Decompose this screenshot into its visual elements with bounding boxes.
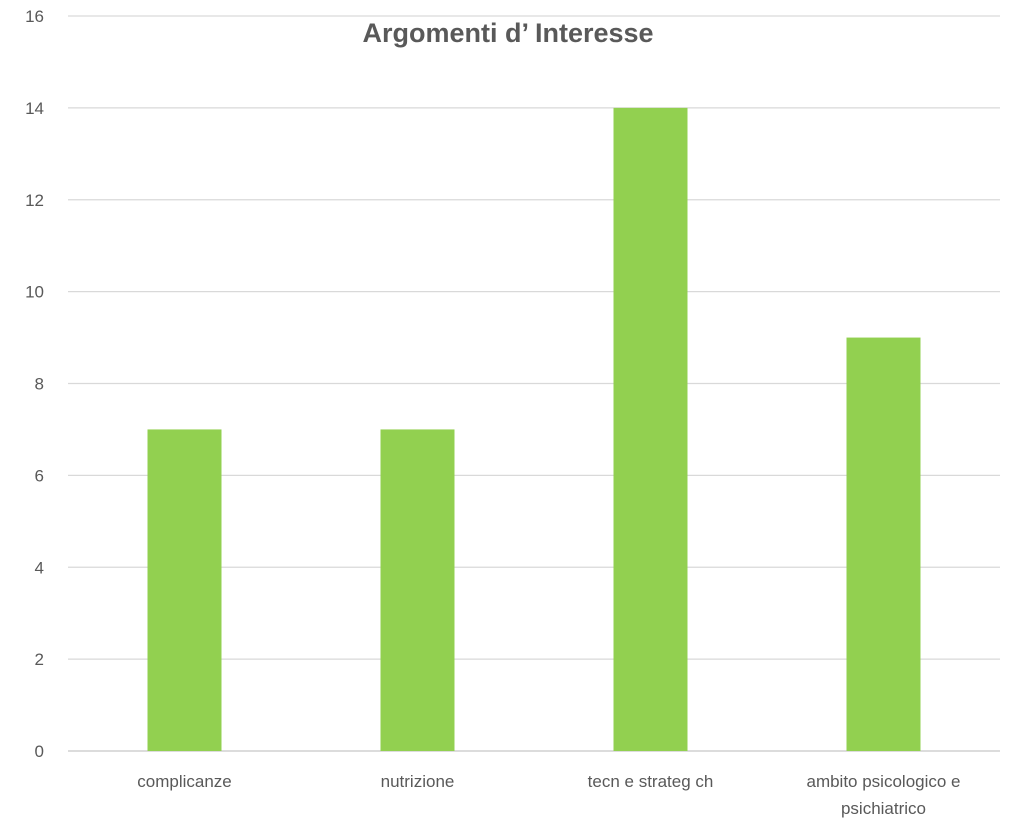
y-tick-label: 10 <box>25 283 44 302</box>
x-category-label-line: psichiatrico <box>841 799 926 818</box>
bar <box>381 429 455 751</box>
y-tick-label: 16 <box>25 7 44 26</box>
y-tick-label: 14 <box>25 99 44 118</box>
bar <box>614 108 688 751</box>
bars <box>148 108 921 751</box>
y-tick-label: 0 <box>35 742 44 761</box>
bar <box>847 338 921 751</box>
y-axis-tick-labels: 0 2 4 6 8 10 12 14 16 <box>25 7 44 761</box>
y-tick-label: 8 <box>35 375 44 394</box>
x-category-label: ambito psicologico e psichiatrico <box>806 772 960 818</box>
chart-title: Argomenti d’ Interesse <box>362 18 653 48</box>
x-category-label: tecn e strateg ch <box>588 772 714 791</box>
y-tick-label: 4 <box>35 558 44 577</box>
x-category-label: complicanze <box>137 772 232 791</box>
x-category-label-line: tecn e strateg ch <box>588 772 714 791</box>
x-axis-category-labels: complicanze nutrizione tecn e strateg ch am… <box>137 772 960 818</box>
x-category-label-line: ambito psicologico e <box>806 772 960 791</box>
x-category-label-line: complicanze <box>137 772 232 791</box>
bar <box>148 429 222 751</box>
x-category-label: nutrizione <box>381 772 455 791</box>
y-tick-label: 6 <box>35 466 44 485</box>
y-tick-label: 12 <box>25 191 44 210</box>
y-tick-label: 2 <box>35 650 44 669</box>
x-category-label-line: nutrizione <box>381 772 455 791</box>
